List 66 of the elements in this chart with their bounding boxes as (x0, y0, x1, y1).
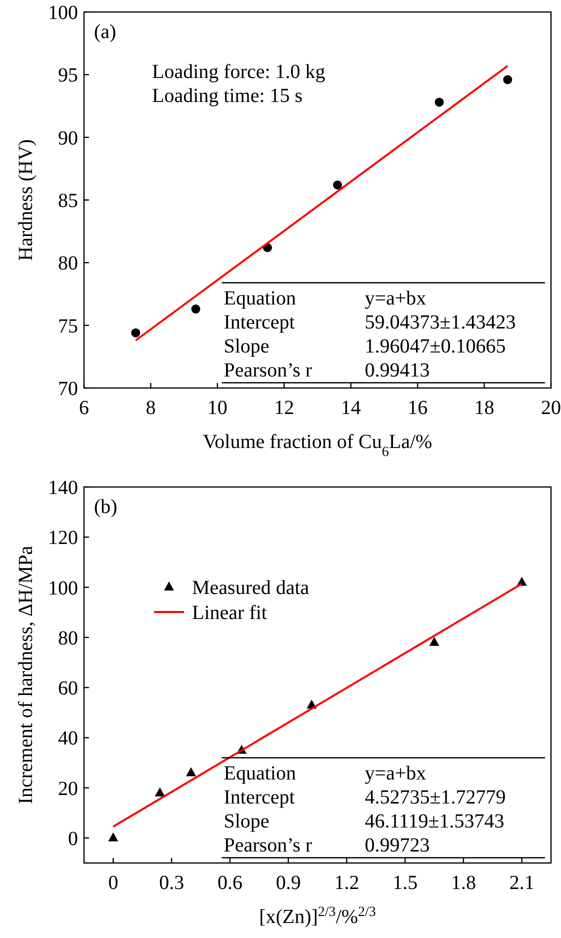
x-tick-label: 0.3 (159, 872, 184, 894)
annotation: Loading force: 1.0 kg (152, 61, 326, 83)
x-tick-label: 1.5 (392, 872, 418, 894)
annotation: 1.96047±0.10665 (364, 336, 506, 358)
x-tick-label: 6 (79, 397, 89, 419)
annotation: Equation (224, 288, 296, 310)
y-tick-label: 100 (48, 2, 78, 24)
annotation: 4.52735±1.72779 (364, 786, 506, 809)
annotation: Slope (224, 810, 270, 833)
x-tick-label: 1.2 (334, 872, 360, 894)
annotation: y=a+bx (364, 762, 426, 785)
x-axis-title: [x(Zn)]$^{2/3}$/%$^{2/3}$ (259, 904, 376, 928)
y-tick-label: 40 (58, 728, 78, 750)
annotation: Loading time: 15 s (152, 85, 303, 107)
annotation: 46.1119±1.53743 (364, 810, 504, 833)
y-tick-label: 20 (58, 778, 78, 800)
y-tick-label: 75 (58, 315, 78, 338)
annotation: (a) (94, 21, 116, 43)
annotation: 59.04373±1.43423 (364, 312, 516, 334)
y-tick-label: 80 (58, 627, 78, 650)
x-tick-label: 10 (207, 397, 228, 419)
x-tick-label: 20 (541, 397, 561, 419)
y-tick-label: 60 (58, 678, 78, 700)
annotation: 0.99723 (364, 834, 430, 857)
point (503, 75, 512, 84)
y-tick-label: 100 (48, 577, 78, 600)
y-axis-title: Hardness (HV) (15, 139, 37, 261)
point (131, 328, 140, 338)
annotation: Pearson’s r (224, 834, 312, 857)
y-tick-label: 120 (48, 527, 78, 550)
point (154, 787, 165, 796)
x-tick-label: 0.9 (276, 872, 301, 894)
x-tick-label: 1.8 (450, 872, 476, 894)
annotation: Intercept (224, 786, 296, 809)
y-tick-label: 85 (58, 190, 78, 212)
annotation: Slope (224, 336, 270, 358)
y-tick-label: 0 (68, 828, 78, 850)
y-axis-title: Increment of hardness, ΔH/MPa (15, 546, 37, 804)
x-tick-label: 12 (274, 397, 294, 419)
y-tick-label: 70 (58, 378, 78, 400)
point (333, 180, 342, 190)
y-tick-label: 80 (58, 252, 78, 275)
annotation: Intercept (224, 312, 296, 334)
annotation: Pearson’s r (224, 360, 312, 382)
point (434, 98, 444, 107)
x-tick-label: 0 (108, 872, 118, 894)
y-tick-label: 90 (58, 127, 78, 150)
x-tick-label: 8 (146, 397, 156, 419)
y-tick-label: 140 (48, 477, 78, 499)
annotation: 0.99413 (364, 360, 430, 382)
annotation: y=a+bx (364, 288, 426, 310)
x-tick-label: 14 (340, 397, 361, 419)
x-tick-label: 2.1 (509, 872, 534, 894)
y-tick-label: 95 (58, 64, 78, 87)
x-axis-title: Volume fraction of Cu$_{6}$La/% (202, 431, 432, 460)
point (191, 304, 200, 314)
point (108, 832, 118, 842)
annotation: (b) (94, 496, 118, 518)
annotation: Equation (224, 762, 296, 785)
point (429, 636, 440, 646)
legend-label: Linear fit (192, 602, 268, 624)
x-tick-label: 0.6 (217, 872, 242, 894)
x-tick-label: 18 (474, 397, 494, 419)
point (186, 767, 196, 776)
x-tick-label: 16 (408, 397, 428, 419)
legend-label: Measured data (192, 577, 310, 599)
